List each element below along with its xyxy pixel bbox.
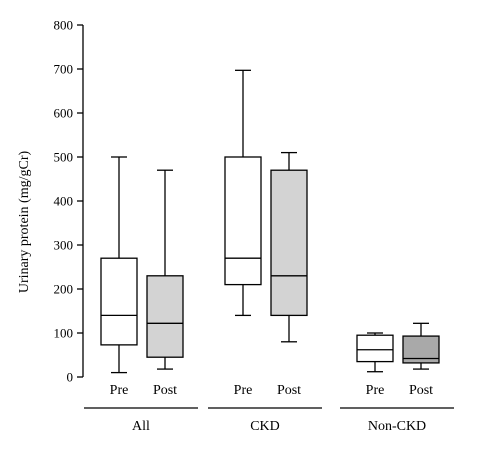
box-all-post	[146, 169, 184, 370]
box-label-ckd-post: Post	[277, 383, 301, 398]
y-tick-label-800: 800	[54, 18, 74, 33]
group-label-2: Non-CKD	[368, 419, 426, 434]
group-label-1: CKD	[250, 419, 280, 434]
category-labels-layer: Pre Post All Pre Post CKD Pre Post Non-CKD	[84, 383, 454, 434]
iqr-box	[270, 169, 308, 317]
y-tick-label-500: 500	[54, 150, 74, 165]
y-axis-title: Urinary protein (mg/gCr)	[17, 151, 32, 294]
iqr-box	[146, 275, 184, 358]
group-label-0: All	[132, 419, 150, 434]
box-ckd-post	[270, 151, 308, 343]
iqr-box	[224, 156, 262, 286]
y-tick-label-400: 400	[54, 194, 74, 209]
y-tick-label-200: 200	[54, 282, 74, 297]
box-label-non-ckd-post: Post	[409, 383, 433, 398]
iqr-box	[100, 257, 138, 346]
box-label-all-pre: Pre	[110, 383, 129, 398]
box-label-non-ckd-pre: Pre	[366, 383, 385, 398]
box-label-all-post: Post	[153, 383, 177, 398]
y-tick-label-0: 0	[67, 370, 74, 385]
y-tick-label-300: 300	[54, 238, 74, 253]
box-all-pre	[100, 156, 138, 374]
box-non-ckd-post	[402, 322, 440, 370]
y-tick-label-100: 100	[54, 326, 74, 341]
boxes-layer	[100, 69, 440, 374]
y-tick-label-700: 700	[54, 62, 74, 77]
box-label-ckd-pre: Pre	[234, 383, 253, 398]
y-tick-label-600: 600	[54, 106, 74, 121]
box-ckd-pre	[224, 69, 262, 317]
y-axis-ticks: 0 100 200 300 400 500 600 700 800	[54, 18, 83, 385]
iqr-box	[356, 334, 394, 363]
box-non-ckd-pre	[356, 332, 394, 373]
